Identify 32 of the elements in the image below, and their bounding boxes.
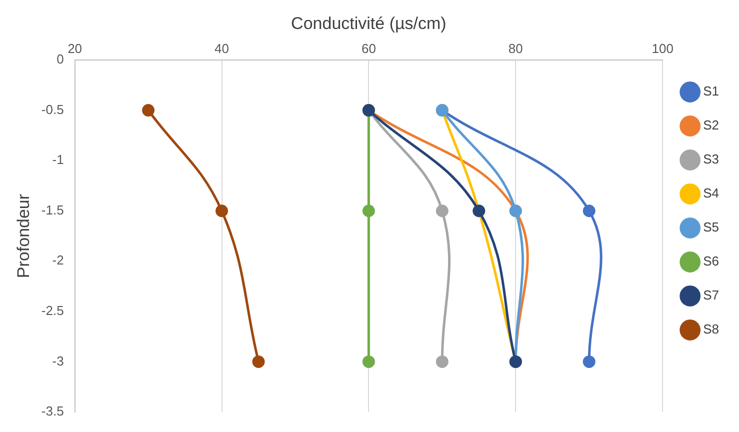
y-tick-label: -1.5 (41, 202, 64, 218)
point (436, 355, 448, 368)
y-tick-label: -2 (52, 252, 64, 268)
x-tick-label: 80 (508, 40, 523, 56)
y-tick-label: -3 (52, 353, 64, 368)
y-tick-label: -1 (52, 152, 64, 168)
legend-label: S8 (703, 322, 720, 337)
point (252, 355, 265, 368)
legend-label: S7 (703, 288, 720, 303)
y-tick-label: 0 (56, 52, 64, 67)
legend-label: S1 (703, 84, 720, 99)
point (436, 204, 448, 218)
legend-label: S2 (703, 118, 720, 133)
y-tick-label: -3.5 (41, 404, 64, 419)
legend-label: S6 (703, 254, 720, 269)
y-tick-label: -2.5 (41, 303, 64, 318)
x-tick-label: 100 (652, 40, 674, 56)
legend-label: S3 (703, 152, 720, 167)
point (582, 204, 596, 218)
y-axis-title: Profondeur (14, 194, 33, 278)
point (362, 355, 375, 368)
legend-label: S5 (703, 220, 720, 235)
point (582, 355, 596, 368)
x-axis-title: Conductivité (µs/cm) (291, 14, 446, 33)
x-tick-label: 20 (68, 40, 82, 56)
y-tick-label: -0.5 (41, 102, 64, 117)
point (216, 204, 228, 218)
point (362, 204, 375, 218)
x-tick-label: 40 (214, 40, 229, 56)
legend-label: S4 (703, 186, 720, 201)
point (142, 104, 155, 117)
x-tick-label: 60 (361, 40, 376, 56)
